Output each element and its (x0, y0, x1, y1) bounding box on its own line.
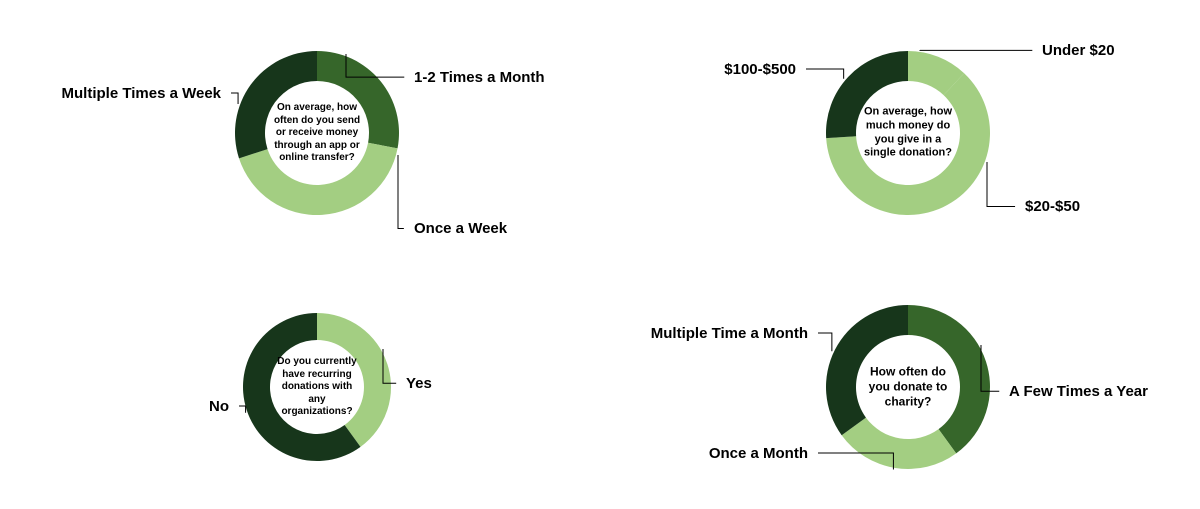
donut-chart: How often do you donate to charity? (824, 303, 992, 471)
segment-label: A Few Times a Year (1009, 383, 1148, 400)
donut-center-question: On average, how much money do you give i… (863, 106, 953, 161)
donut-chart: Do you currently have recurring donation… (241, 311, 393, 463)
segment-label: Once a Week (414, 220, 507, 237)
donut-center-question: Do you currently have recurring donation… (274, 356, 360, 419)
segment-label: Once a Month (709, 445, 808, 462)
segment-label: $100-$500 (724, 61, 796, 78)
segment-label: Under $20 (1042, 42, 1115, 59)
segment-label: Multiple Times a Week (62, 85, 222, 102)
donut-chart: On average, how often do you send or rec… (233, 49, 401, 217)
donut-segment (842, 418, 957, 469)
segment-label: Yes (406, 375, 432, 392)
donut-chart: On average, how much money do you give i… (824, 49, 992, 217)
donut-center-question: How often do you donate to charity? (865, 365, 951, 410)
segment-label: 1-2 Times a Month (414, 69, 545, 86)
donut-center-question: On average, how often do you send or rec… (269, 102, 365, 165)
segment-label: $20-$50 (1025, 198, 1080, 215)
segment-label: Multiple Time a Month (651, 325, 808, 342)
segment-label: No (209, 398, 229, 415)
